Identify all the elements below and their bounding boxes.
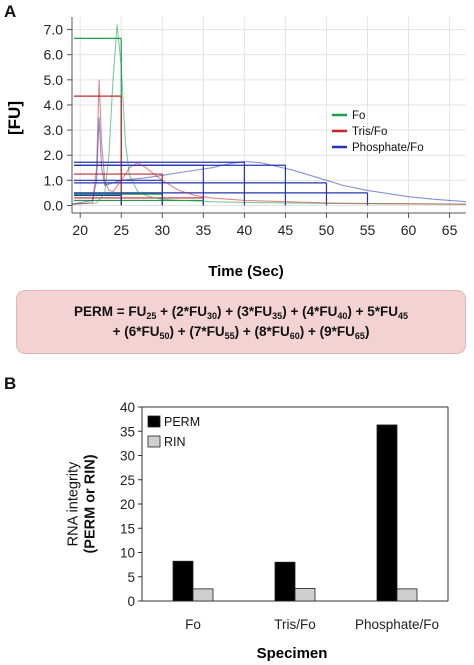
bar-perm-0 [172, 560, 194, 602]
bar-rin-0 [192, 588, 214, 602]
panel-a-label: A [4, 2, 17, 21]
bar-rin-1 [294, 587, 316, 602]
x-tick-label: Phosphate/Fo [355, 617, 439, 632]
legend: Fo Tris/Fo Phosphate/Fo [332, 110, 424, 154]
y-axis-label-line: (PERM or RIN) [83, 454, 99, 553]
y-tick-label: 3.0 [44, 122, 64, 138]
formula-term-line2-2: + (8*FU60) [239, 324, 305, 341]
y-tick-label: 40 [120, 400, 135, 415]
x-tick-label: Tris/Fo [274, 617, 316, 632]
formula-line-2: + (6*FU50) + (7*FU55) + (8*FU60) + (9*FU… [113, 322, 370, 342]
y-tick-label: 25 [120, 473, 135, 488]
x-axis-label: Specimen [257, 645, 328, 662]
chromatogram-chart: 20 25 30 35 40 45 50 55 60 65 0.0 1.0 2.0 3.0 4.0 5.0 6.… [5, 17, 467, 280]
y-tick-label: 1.0 [44, 172, 64, 188]
legend: PERM RIN [147, 415, 200, 449]
axes [67, 17, 466, 218]
y-tick-label: 0 [127, 594, 135, 609]
y-axis-label: RNA integrity (PERM or RIN) [66, 454, 99, 553]
y-tick-label: 20 [120, 497, 135, 512]
bar-perm-1 [274, 561, 296, 602]
series-lines [71, 24, 467, 205]
x-tick-label: 50 [319, 222, 335, 238]
x-tick-label: 25 [113, 222, 129, 238]
x-tick-label: 55 [360, 222, 376, 238]
y-axis-label: [FU] [5, 101, 24, 135]
tick-labels: 20 25 30 35 40 45 50 55 60 65 0.0 1.0 2.0 3.0 4.0 5.0 6.… [44, 22, 458, 238]
legend-label: Phosphate/Fo [352, 142, 424, 154]
tick-labels: 0 5 10 15 20 25 30 35 40 Fo Tris/Fo Phosphate/Fo [120, 400, 439, 632]
x-tick-label: 40 [237, 222, 253, 238]
formula-term-line1-3: + (4*FU40) [286, 304, 352, 321]
formula-lhs: PERM = [73, 304, 125, 319]
legend-label: Fo [352, 110, 365, 122]
bars [172, 424, 418, 602]
bar-perm-2 [376, 424, 398, 602]
x-tick-label: 60 [401, 222, 417, 238]
perm-formula-box: PERM = FU25 + (2*FU30) + (3*FU35) + (4*F… [16, 290, 466, 354]
formula-term-line2-0: + (6*FU50) [112, 324, 174, 341]
legend-label: Tris/Fo [352, 126, 387, 138]
y-tick-label: 6.0 [44, 47, 64, 63]
formula-term-line2-1: + (7*FU55) [173, 324, 240, 341]
legend-label: RIN [164, 435, 186, 449]
series-line-tris-fo [71, 79, 467, 205]
series-line-fo [71, 24, 466, 205]
x-axis-label: Time (Sec) [208, 263, 284, 280]
formula-line-1: PERM = FU25 + (2*FU30) + (3*FU35) + (4*F… [74, 302, 408, 322]
y-axis-label-line: RNA integrity [66, 461, 82, 546]
formula-term-line1-0: FU25 [124, 304, 157, 321]
bar-rin-2 [396, 588, 418, 602]
formula-term-line1-1: + (2*FU30) [156, 304, 222, 321]
formula-term-line1-4: + 5*FU45 [351, 304, 409, 321]
y-tick-label: 5.0 [44, 72, 64, 88]
y-tick-label: 30 [120, 449, 135, 464]
legend-swatch [147, 415, 161, 428]
y-tick-label: 4.0 [44, 97, 64, 113]
legend-label: PERM [164, 415, 200, 429]
rna-integrity-bar-chart: 0 5 10 15 20 25 30 35 40 Fo Tris/Fo Phosphate/Fo PE… [66, 400, 449, 662]
x-tick-label: 30 [155, 222, 171, 238]
y-tick-label: 35 [120, 424, 135, 439]
x-tick-label: Fo [185, 617, 201, 632]
y-tick-label: 7.0 [44, 22, 64, 38]
grid-lines [72, 17, 466, 213]
y-tick-label: 5 [127, 570, 135, 585]
y-tick-label: 15 [120, 521, 135, 536]
formula-term-line1-2: + (3*FU35) [221, 304, 287, 321]
x-tick-label: 65 [442, 222, 458, 238]
x-tick-label: 45 [278, 222, 294, 238]
y-tick-label: 10 [120, 546, 135, 561]
legend-swatch [147, 435, 161, 448]
y-tick-label: 2.0 [44, 147, 64, 163]
x-tick-label: 20 [72, 222, 88, 238]
x-tick-label: 35 [196, 222, 212, 238]
panel-b-label: B [4, 374, 17, 393]
series-line-phosphate-fo [71, 117, 467, 205]
y-tick-label: 0.0 [44, 197, 64, 213]
formula-term-line2-3: + (9*FU65) [304, 324, 370, 341]
